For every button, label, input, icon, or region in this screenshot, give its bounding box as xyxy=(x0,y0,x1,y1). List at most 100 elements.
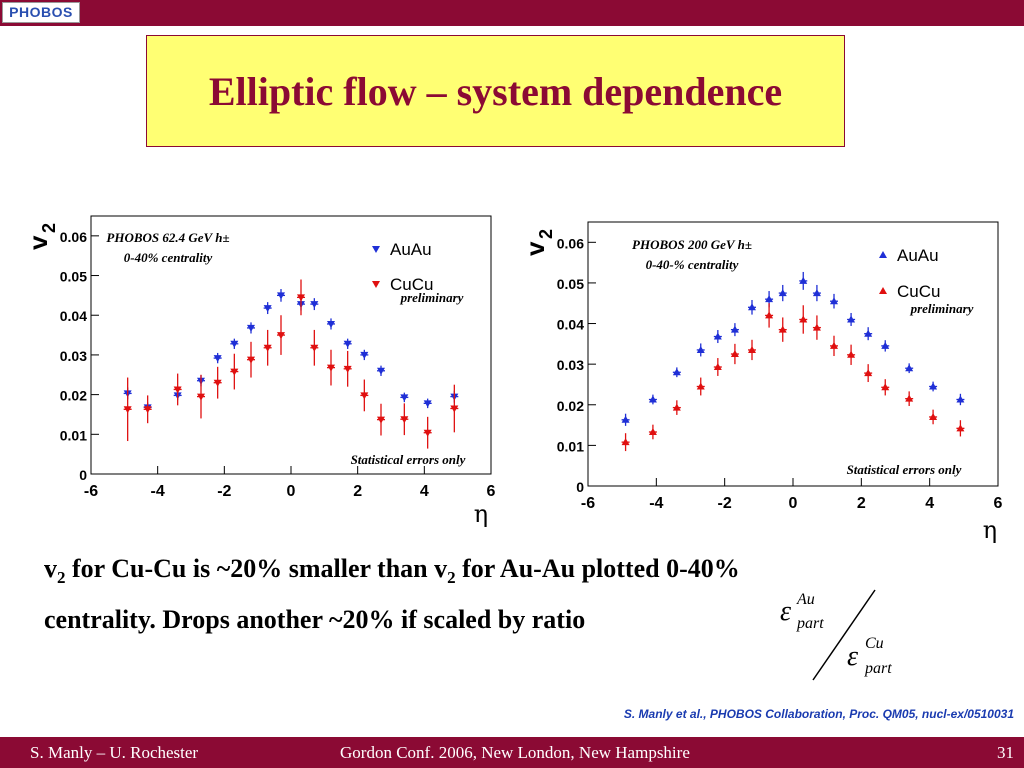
y-tick-label: 0.03 xyxy=(557,357,584,373)
data-point xyxy=(812,323,821,331)
epsilon-ratio: ε Au part ε Cu part xyxy=(780,589,892,681)
data-point xyxy=(778,325,787,333)
data-point xyxy=(377,367,385,375)
citation: S. Manly et al., PHOBOS Collaboration, P… xyxy=(623,707,1014,721)
x-tick-label: -4 xyxy=(649,495,663,512)
epsilon-au-symbol: ε xyxy=(780,596,791,627)
y-axis-label-sub: 2 xyxy=(536,229,556,239)
data-point xyxy=(799,276,808,284)
data-point xyxy=(297,294,305,302)
stat-errors-label: Statistical errors only xyxy=(351,452,466,467)
data-point xyxy=(621,438,630,446)
data-point xyxy=(277,292,285,300)
data-point xyxy=(377,416,385,424)
data-point xyxy=(881,383,890,391)
preliminary-label: preliminary xyxy=(400,290,464,305)
data-point xyxy=(812,289,821,297)
x-tick-label: 4 xyxy=(925,495,934,512)
series-auau xyxy=(621,271,965,426)
data-point xyxy=(748,345,756,353)
data-point xyxy=(450,405,459,413)
chart-62gev: -6 -4 -2 0 2 4 6 0 0.01 0.02 0.03 0.04 0.05 0.06 v 2 η PH… xyxy=(23,215,496,528)
x-tick-label: -2 xyxy=(217,483,231,500)
energy-label: PHOBOS 200 GeV h± xyxy=(632,237,752,252)
x-tick-label: -4 xyxy=(151,483,165,500)
legend-marker xyxy=(879,287,887,294)
x-tick-label: 0 xyxy=(287,483,296,500)
y-tick-label: 0 xyxy=(576,479,584,495)
legend-label: CuCu xyxy=(897,282,940,301)
energy-label: PHOBOS 62.4 GeV h± xyxy=(106,230,229,245)
x-tick-label: -6 xyxy=(84,483,98,500)
data-point xyxy=(310,344,319,352)
data-point xyxy=(765,295,774,303)
epsilon-cu-symbol: ε xyxy=(847,641,858,672)
data-point xyxy=(730,350,739,357)
data-point xyxy=(830,297,838,305)
x-tick-label: 2 xyxy=(857,495,866,512)
data-point xyxy=(400,416,409,424)
data-point xyxy=(881,341,890,349)
data-point xyxy=(929,382,938,390)
y-tick-label: 0.06 xyxy=(60,229,87,245)
data-point xyxy=(905,364,914,372)
data-point xyxy=(197,393,205,401)
legend-label: AuAu xyxy=(897,246,939,265)
footer-bar: S. Manly – U. Rochester Gordon Conf. 200… xyxy=(0,737,1024,768)
data-point xyxy=(956,395,965,403)
body-text: v2 for Cu-Cu is ~20% smaller than v2 for… xyxy=(44,548,1004,641)
x-axis-label: η xyxy=(474,500,488,528)
stat-errors-label: Statistical errors only xyxy=(847,462,962,477)
data-point xyxy=(765,311,774,319)
footer-author: S. Manly – U. Rochester xyxy=(30,743,199,762)
footer-page-number: 31 xyxy=(997,743,1014,762)
data-point xyxy=(830,341,838,349)
centrality-label: 0-40-% centrality xyxy=(646,257,739,272)
x-tick-label: 6 xyxy=(487,483,496,500)
legend-label: AuAu xyxy=(390,240,432,259)
title-box: Elliptic flow – system dependence xyxy=(146,35,845,147)
data-point xyxy=(277,332,285,340)
y-tick-label: 0 xyxy=(79,467,87,483)
x-tick-label: -2 xyxy=(718,495,732,512)
data-point xyxy=(864,329,873,337)
preliminary-label: preliminary xyxy=(910,301,974,316)
data-point xyxy=(230,340,239,348)
data-point xyxy=(956,424,965,432)
data-point xyxy=(648,427,657,435)
chart-200gev: -6 -4 -2 0 2 4 6 0 0.01 0.02 0.03 0.04 0.05 0.06 v 2 η PH… xyxy=(520,221,1003,544)
data-point xyxy=(343,365,352,373)
data-point xyxy=(247,356,255,364)
data-point xyxy=(621,415,630,423)
y-tick-label: 0.05 xyxy=(557,276,584,292)
data-point xyxy=(847,350,856,358)
data-point xyxy=(864,369,873,377)
y-tick-label: 0.01 xyxy=(60,427,87,443)
data-point xyxy=(327,320,335,328)
body-line-1: v2 for Cu-Cu is ~20% smaller than v2 for… xyxy=(44,554,740,588)
legend-label: CuCu xyxy=(390,275,433,294)
plot-frame xyxy=(587,221,999,487)
legend-marker xyxy=(372,281,380,288)
data-point xyxy=(713,332,722,340)
data-point xyxy=(847,315,856,323)
x-tick-label: 2 xyxy=(353,483,362,500)
data-point xyxy=(230,368,239,376)
y-tick-label: 0.04 xyxy=(557,317,584,333)
top-bar xyxy=(0,0,1024,26)
y-tick-label: 0.06 xyxy=(557,235,584,251)
data-point xyxy=(213,355,222,363)
data-point xyxy=(905,394,914,402)
ratio-slash xyxy=(812,589,876,681)
slide-title: Elliptic flow – system dependence xyxy=(208,68,783,114)
data-point xyxy=(343,340,352,348)
phobos-logo: PHOBOS xyxy=(2,2,80,23)
data-point xyxy=(310,301,319,309)
y-tick-label: 0.02 xyxy=(557,398,584,414)
plot-frame xyxy=(90,215,492,475)
y-axis-label: v xyxy=(520,241,550,256)
data-point xyxy=(360,351,369,359)
x-axis-label: η xyxy=(983,516,997,544)
data-point xyxy=(778,289,787,297)
body-line-2: centrality. Drops another ~20% if scaled… xyxy=(44,605,586,635)
